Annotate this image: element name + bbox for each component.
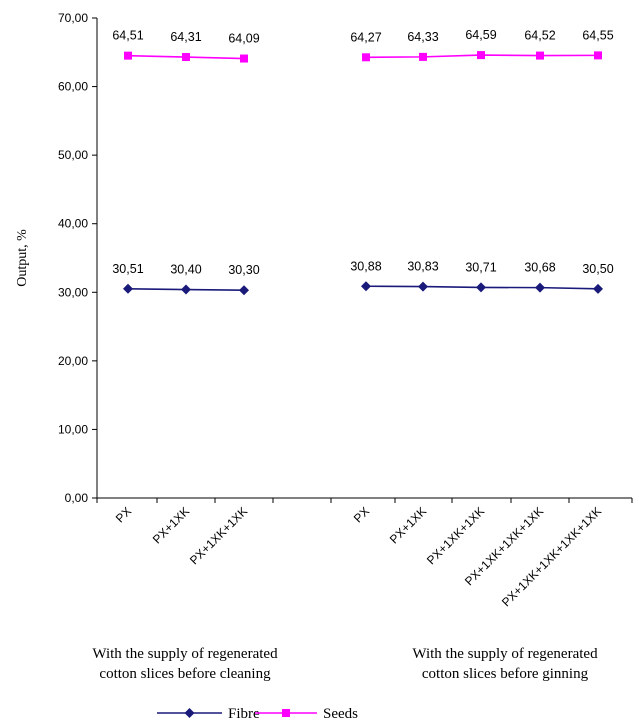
fibre-point xyxy=(418,281,428,292)
group-label-2: With the supply of regenerated xyxy=(412,646,598,662)
y-tick-label: 20,00 xyxy=(58,354,88,368)
x-tick-label: PX xyxy=(351,504,372,525)
seeds-data-label: 64,52 xyxy=(524,29,555,43)
y-tick-label: 40,00 xyxy=(58,217,88,231)
y-tick-label: 60,00 xyxy=(58,80,88,94)
seeds-data-label: 64,51 xyxy=(112,29,143,43)
seeds-data-label: 64,55 xyxy=(582,28,613,42)
legend-seeds-label: Seeds xyxy=(323,706,358,722)
legend-seeds-marker xyxy=(282,709,290,717)
seeds-point xyxy=(477,51,485,60)
group-label-2: cotton slices before ginning xyxy=(422,666,589,682)
group-labels: With the supply of regenerated cotton sli… xyxy=(92,646,598,682)
seeds-data-label: 64,09 xyxy=(228,32,259,46)
group-label-1: With the supply of regenerated xyxy=(92,646,278,662)
fibre-point xyxy=(361,281,371,292)
fibre-data-label: 30,68 xyxy=(524,261,555,275)
x-tick-label: PX+1XK+1XK+1XK+1XK xyxy=(499,504,604,609)
x-tick-label: PX+1XK xyxy=(387,504,429,546)
y-tick-label: 70,00 xyxy=(58,11,88,25)
seeds-point xyxy=(594,51,602,60)
legend-fibre-marker xyxy=(184,708,195,718)
seeds-data-label: 64,33 xyxy=(407,30,438,44)
seeds-data-label: 64,31 xyxy=(170,30,201,44)
fibre-point xyxy=(535,282,545,293)
seeds-point xyxy=(124,51,132,60)
fibre-point xyxy=(593,283,603,294)
fibre-data-label: 30,50 xyxy=(582,262,613,276)
seeds-point xyxy=(182,53,190,62)
fibre-data-label: 30,83 xyxy=(407,260,438,274)
y-tick-label: 0,00 xyxy=(65,491,89,505)
fibre-data-label: 30,51 xyxy=(112,262,143,276)
fibre-data-label: 30,71 xyxy=(465,260,496,274)
y-tick-label: 10,00 xyxy=(58,422,88,436)
seeds-data-label: 64,27 xyxy=(350,30,381,44)
y-tick-label: 30,00 xyxy=(58,285,88,299)
x-tick-label: PX+1XK xyxy=(150,504,192,546)
y-axis: 0,00 10,00 20,00 30,00 40,00 50,00 60,00 70,00 xyxy=(58,11,98,505)
fibre-data-label: 30,88 xyxy=(350,259,381,273)
series-layer: 30,51 30,40 30,30 64,51 64,31 64,09 30,88 30,83… xyxy=(112,28,614,296)
y-tick-label: 50,00 xyxy=(58,148,88,162)
fibre-point xyxy=(476,282,486,293)
seeds-point xyxy=(240,54,248,63)
fibre-point xyxy=(239,285,249,296)
fibre-point xyxy=(123,283,133,294)
seeds-point xyxy=(362,53,370,62)
x-tick-label: PX+1XK+1XK xyxy=(187,504,250,567)
fibre-data-label: 30,30 xyxy=(228,263,259,277)
x-tick-label: PX+1XK+1XK xyxy=(424,504,487,567)
legend-fibre-label: Fibre xyxy=(228,706,260,722)
seeds-point xyxy=(536,51,544,60)
seeds-data-label: 64,59 xyxy=(465,28,496,42)
fibre-point xyxy=(181,284,191,295)
x-tick-label: PX xyxy=(113,504,134,525)
legend: Fibre Seeds xyxy=(157,706,358,722)
seeds-point xyxy=(419,52,427,61)
group-label-1: cotton slices before cleaning xyxy=(99,666,271,682)
fibre-data-label: 30,40 xyxy=(170,263,201,277)
y-axis-title: Output, % xyxy=(15,229,30,287)
